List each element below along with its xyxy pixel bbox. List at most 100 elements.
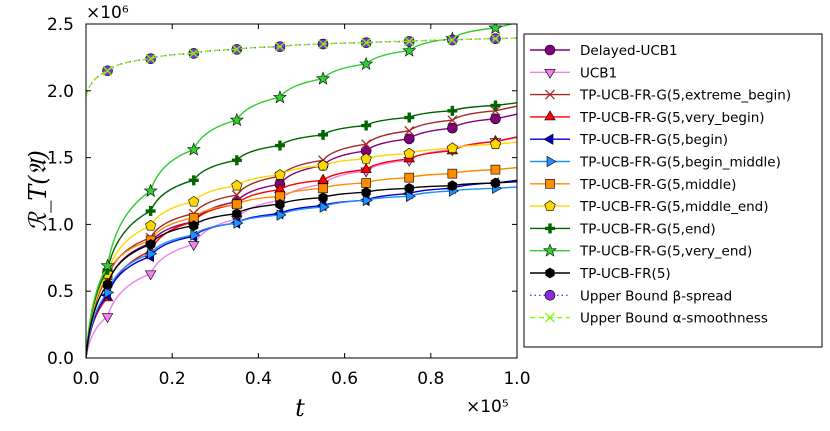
legend-entry: TP-UCB-FR-G(5,middle_end) xyxy=(530,199,769,215)
data-point xyxy=(447,168,458,179)
data-point xyxy=(404,112,415,123)
legend-marker xyxy=(545,89,555,100)
data-point xyxy=(190,229,201,241)
series-8 xyxy=(86,100,517,358)
data-point xyxy=(274,140,285,151)
series-7 xyxy=(86,138,517,358)
legend-marker xyxy=(543,243,557,257)
data-point xyxy=(360,163,372,173)
legend-entry: TP-UCB-FR(5) xyxy=(530,266,671,282)
data-point xyxy=(360,153,372,164)
data-point xyxy=(490,105,501,116)
data-point xyxy=(446,142,458,153)
data-point xyxy=(231,179,243,191)
data-point xyxy=(318,192,328,204)
legend-label: TP-UCB-FR(5) xyxy=(579,266,671,282)
data-point xyxy=(318,129,329,140)
data-point xyxy=(102,279,113,290)
data-point xyxy=(101,313,114,324)
series-line xyxy=(86,166,517,358)
data-point xyxy=(317,159,329,171)
data-point xyxy=(362,194,373,207)
data-point xyxy=(489,138,502,149)
y-axis-label: ℛ_T(𝔄) xyxy=(24,150,52,232)
data-point xyxy=(404,172,415,183)
legend-marker xyxy=(544,69,556,79)
data-point xyxy=(361,178,371,188)
y-tick-label: 1.0 xyxy=(47,215,74,235)
data-point xyxy=(229,112,244,127)
data-point xyxy=(188,175,199,186)
legend-entry: TP-UCB-FR-G(5,extreme_begin) xyxy=(530,88,791,104)
data-point xyxy=(143,183,158,197)
data-point xyxy=(361,37,372,48)
data-point xyxy=(490,164,501,175)
legend-label: TP-UCB-FR-G(5,middle) xyxy=(579,177,736,193)
legend-marker xyxy=(545,267,555,279)
legend-entry: Delayed-UCB1 xyxy=(530,43,678,59)
data-point xyxy=(447,35,458,45)
legend-marker xyxy=(543,133,554,145)
x-tick-label: 0.6 xyxy=(331,369,358,389)
data-point xyxy=(405,190,416,203)
legend-entry: TP-UCB-FR-G(5,very_end) xyxy=(530,243,752,260)
data-point xyxy=(275,199,285,210)
data-point xyxy=(188,241,200,252)
legend-entry: Upper Bound α-smoothness xyxy=(530,311,768,327)
legend-label: TP-UCB-FR-G(5,begin) xyxy=(579,132,728,148)
series-11 xyxy=(86,33,517,97)
x-tick-label: 0.0 xyxy=(72,369,99,389)
legend-entry: Upper Bound β-spread xyxy=(530,288,732,304)
legend-label: TP-UCB-FR-G(5,end) xyxy=(579,221,716,237)
legend-label: TP-UCB-FR-G(5,very_begin) xyxy=(579,110,765,126)
data-point xyxy=(359,56,374,71)
y-tick-label: 0.5 xyxy=(47,282,74,302)
legend-marker xyxy=(545,312,555,323)
series-10 xyxy=(86,177,517,358)
x-tick-label: 0.2 xyxy=(159,369,186,389)
data-point xyxy=(490,100,501,111)
x-multiplier: ×10⁵ xyxy=(466,397,509,417)
legend-marker xyxy=(544,110,556,121)
data-point xyxy=(188,48,199,59)
legend-label: Upper Bound β-spread xyxy=(580,288,732,304)
series-line xyxy=(86,37,517,97)
data-point xyxy=(274,169,286,180)
legend-label: TP-UCB-FR-G(5,very_end) xyxy=(579,244,752,260)
data-point xyxy=(233,217,244,229)
legend-label: Upper Bound α-smoothness xyxy=(580,311,768,327)
legend-label: UCB1 xyxy=(580,65,617,81)
data-point xyxy=(318,39,329,49)
data-point xyxy=(276,209,287,221)
data-point xyxy=(318,183,328,194)
legend-entry: TP-UCB-FR-G(5,begin) xyxy=(530,132,728,148)
legend-entry: TP-UCB-FR-G(5,middle) xyxy=(530,177,736,193)
data-point xyxy=(316,71,331,85)
data-point xyxy=(403,133,415,145)
data-point xyxy=(189,220,199,232)
series-4 xyxy=(86,177,517,358)
legend-label: TP-UCB-FR-G(5,begin_middle) xyxy=(579,155,781,171)
data-point xyxy=(145,53,156,64)
data-point xyxy=(145,219,157,231)
data-point xyxy=(188,195,200,207)
y-tick-label: 2.0 xyxy=(47,82,74,102)
x-axis-label: t xyxy=(295,394,305,422)
plot-frame xyxy=(85,23,518,359)
data-point xyxy=(317,173,329,184)
y-tick-label: 2.5 xyxy=(47,15,74,35)
x-tick-label: 0.4 xyxy=(245,369,272,389)
legend-marker xyxy=(546,155,557,168)
data-point xyxy=(231,44,242,55)
data-point xyxy=(231,190,242,200)
data-point xyxy=(404,36,415,47)
y-tick-label: 0.0 xyxy=(47,349,74,369)
series-9 xyxy=(86,24,515,358)
x-tick-label: 1.0 xyxy=(503,369,530,389)
legend-entry: TP-UCB-FR-G(5,very_begin) xyxy=(530,110,765,126)
series-line xyxy=(86,37,517,97)
data-point xyxy=(361,139,372,150)
data-point xyxy=(102,264,113,275)
legend-label: TP-UCB-FR-G(5,middle_end) xyxy=(579,199,769,215)
